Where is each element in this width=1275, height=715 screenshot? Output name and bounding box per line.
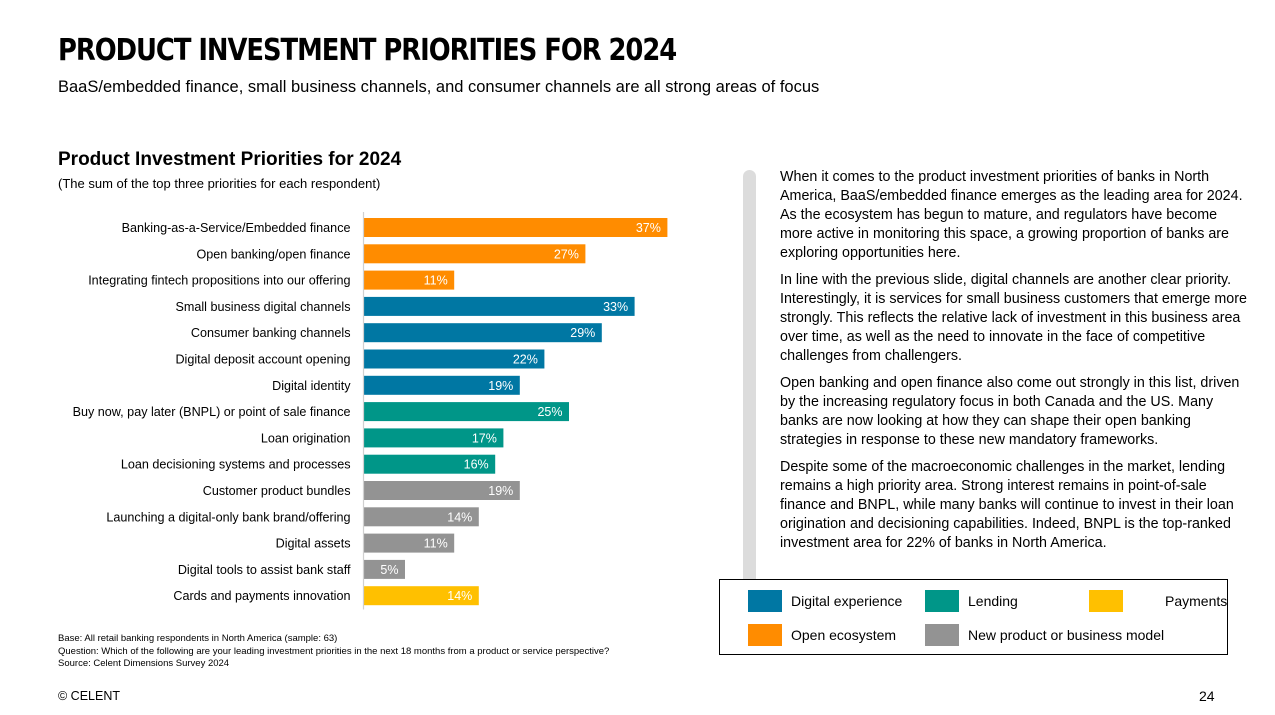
- category-label: Launching a digital-only bank brand/offe…: [106, 510, 350, 524]
- category-label: Cards and payments innovation: [173, 589, 350, 603]
- data-label: 25%: [537, 405, 562, 419]
- legend-item-digital-experience: Digital experience: [748, 590, 902, 612]
- category-label: Loan decisioning systems and processes: [121, 458, 351, 472]
- bar: [364, 375, 520, 395]
- slide-subtitle: BaaS/embedded finance, small business ch…: [58, 78, 820, 96]
- legend-swatch: [748, 590, 782, 612]
- category-label: Small business digital channels: [175, 300, 350, 314]
- bar: [364, 349, 545, 369]
- category-label: Buy now, pay later (BNPL) or point of sa…: [73, 405, 351, 419]
- legend-item-lending: Lending: [925, 590, 1018, 612]
- data-label: 14%: [447, 510, 472, 524]
- legend-swatch: [925, 590, 959, 612]
- chart-legend: Digital experience Lending Payments Open…: [719, 579, 1228, 655]
- data-label: 19%: [488, 379, 513, 393]
- category-label: Digital tools to assist bank staff: [178, 563, 351, 577]
- bar: [364, 244, 586, 264]
- legend-label: Open ecosystem: [791, 627, 897, 643]
- legend-item-new-product: New product or business model: [925, 624, 1164, 646]
- data-label: 27%: [554, 247, 579, 261]
- bar: [364, 481, 520, 500]
- footnote-base: Base: All retail banking respondents in …: [58, 633, 338, 644]
- bar: [364, 559, 405, 579]
- bar: [364, 507, 479, 527]
- bar: [364, 270, 455, 290]
- bar: [364, 428, 504, 448]
- bar: [364, 454, 496, 474]
- legend-swatch: [748, 624, 782, 646]
- chart-title: Product Investment Priorities for 2024: [58, 149, 402, 170]
- category-label: Digital assets: [276, 537, 351, 551]
- bar-chart: Banking-as-a-Service/Embedded finance 37%…: [73, 212, 668, 610]
- legend-label: Lending: [968, 593, 1018, 609]
- legend-swatch: [925, 624, 959, 646]
- bar: [364, 296, 635, 316]
- footnote-source: Source: Celent Dimensions Survey 2024: [58, 658, 230, 669]
- category-label: Loan origination: [261, 431, 351, 445]
- data-label: 29%: [570, 326, 595, 340]
- bar: [364, 218, 668, 237]
- data-label: 22%: [513, 353, 538, 367]
- commentary-paragraph: In line with the previous slide, digital…: [780, 272, 1247, 364]
- chart-subtitle: (The sum of the top three priorities for…: [58, 176, 381, 191]
- commentary-paragraph: When it comes to the product investment …: [780, 169, 1243, 261]
- footnotes: Base: All retail banking respondents in …: [58, 633, 609, 671]
- legend-swatch: [1089, 590, 1123, 612]
- category-label: Customer product bundles: [203, 484, 351, 498]
- data-label: 5%: [380, 563, 398, 577]
- page-number: 24: [1199, 688, 1215, 704]
- legend-label: Digital experience: [791, 593, 903, 609]
- category-label: Digital deposit account opening: [175, 353, 350, 367]
- category-label: Banking-as-a-Service/Embedded finance: [122, 221, 351, 235]
- category-label: Consumer banking channels: [191, 326, 351, 340]
- copyright: © CELENT: [58, 689, 120, 703]
- slide-title: PRODUCT INVESTMENT PRIORITIES FOR 2024: [58, 33, 677, 68]
- bar: [364, 323, 602, 343]
- data-label: 33%: [603, 300, 628, 314]
- legend-item-open-ecosystem: Open ecosystem: [748, 624, 896, 646]
- commentary-accent-bar: [743, 170, 756, 580]
- category-label: Digital identity: [272, 379, 351, 393]
- legend-label: Payments: [1165, 593, 1228, 609]
- legend-item-payments: Payments: [1089, 590, 1227, 612]
- bar: [364, 586, 479, 606]
- commentary: When it comes to the product investment …: [780, 168, 1250, 561]
- data-label: 19%: [488, 484, 513, 498]
- category-label: Integrating fintech propositions into ou…: [88, 274, 350, 288]
- data-label: 11%: [424, 274, 448, 288]
- data-label: 14%: [447, 589, 472, 603]
- legend-label: New product or business model: [968, 627, 1165, 643]
- data-label: 37%: [636, 221, 661, 235]
- data-label: 17%: [472, 431, 497, 445]
- category-label: Open banking/open finance: [196, 247, 350, 261]
- commentary-paragraph: Open banking and open finance also come …: [780, 375, 1240, 448]
- data-label: 11%: [424, 537, 448, 551]
- bar: [364, 402, 569, 422]
- data-label: 16%: [464, 458, 489, 472]
- bar: [364, 533, 455, 553]
- commentary-paragraph: Despite some of the macroeconomic challe…: [780, 459, 1234, 551]
- footnote-question: Question: Which of the following are you…: [58, 645, 610, 657]
